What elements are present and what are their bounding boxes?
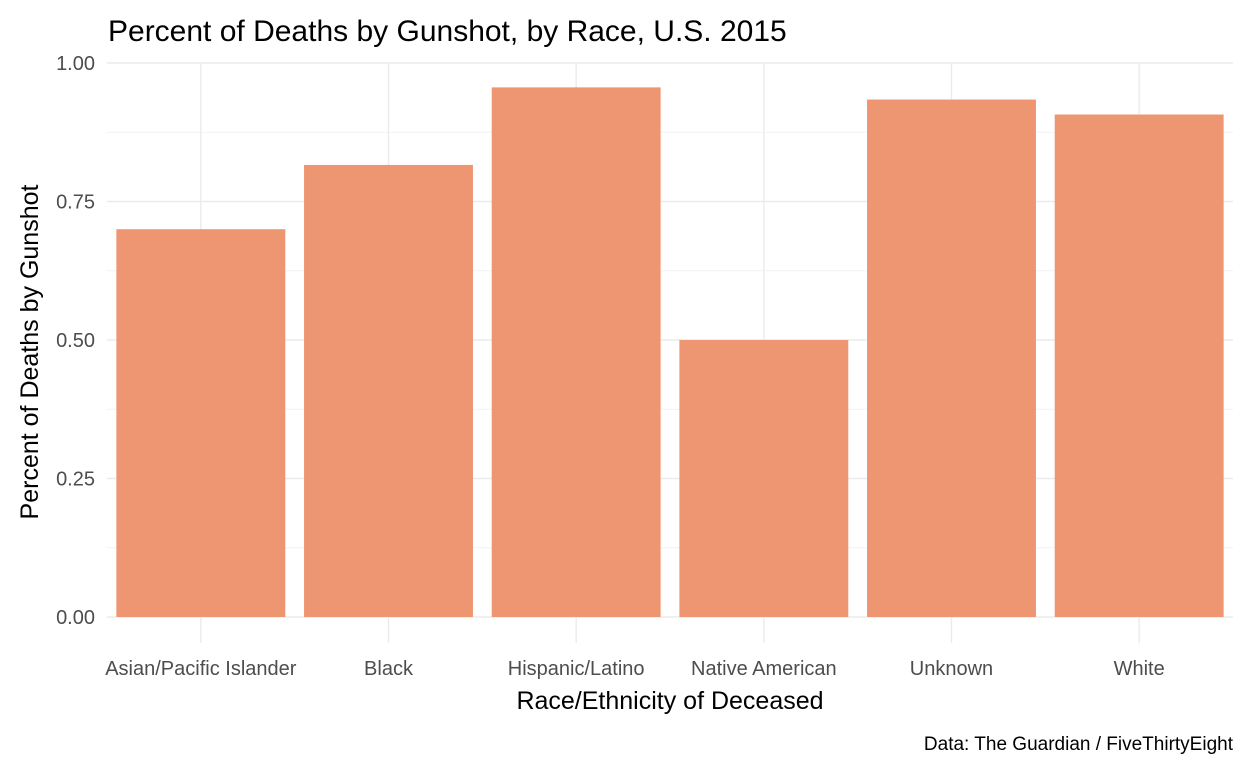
bar-black — [304, 164, 473, 617]
bars — [116, 87, 1224, 618]
bar-asian-pacific-islander — [116, 229, 286, 617]
x-tick-label: White — [1114, 658, 1165, 680]
y-axis-ticks: 0.00 0.25 0.50 0.75 1.00 — [56, 53, 95, 629]
x-tick-label: Asian/Pacific Islander — [105, 658, 297, 680]
y-tick-label: 0.75 — [56, 192, 95, 214]
x-axis-ticks: Asian/Pacific Islander Black Hispanic/Lati… — [105, 658, 1164, 680]
x-tick-label: Hispanic/Latino — [508, 658, 645, 680]
x-tick-label: Native American — [691, 658, 837, 680]
y-tick-label: 0.00 — [56, 607, 95, 629]
y-tick-label: 0.25 — [56, 469, 95, 491]
chart-title: Percent of Deaths by Gunshot, by Race, U… — [108, 15, 787, 48]
bar-native-american — [679, 340, 849, 617]
x-tick-label: Black — [364, 658, 414, 680]
bar-white — [1054, 114, 1224, 617]
y-tick-label: 1.00 — [56, 53, 95, 75]
bar-hispanic-latino — [491, 87, 661, 618]
x-tick-label: Unknown — [910, 658, 993, 680]
bar-unknown — [867, 99, 1036, 617]
y-tick-label: 0.50 — [56, 330, 95, 352]
chart-caption: Data: The Guardian / FiveThirtyEight — [924, 734, 1234, 755]
y-axis-title: Percent of Deaths by Gunshot — [16, 184, 44, 519]
x-axis-title: Race/Ethnicity of Deceased — [516, 687, 823, 715]
